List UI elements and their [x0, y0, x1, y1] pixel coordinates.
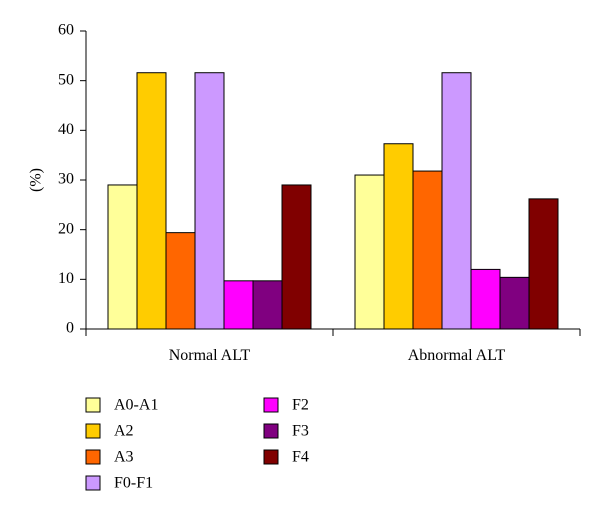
- legend-label: A2: [114, 423, 134, 440]
- bar-f2-1: [470, 268, 501, 330]
- legend-swatch-a3: [85, 449, 101, 465]
- x-category-label: Abnormal ALT: [408, 347, 506, 364]
- legend-label: F2: [292, 397, 309, 414]
- bar-f3-1: [499, 276, 530, 330]
- y-tick-label: 10: [58, 270, 74, 287]
- bar-f4-1: [528, 198, 559, 330]
- y-tick-label: 20: [58, 220, 74, 237]
- legend-label: F3: [292, 423, 309, 440]
- bar-f0-f1-0: [194, 72, 225, 330]
- legend-swatch-f3: [263, 423, 279, 439]
- legend-swatch-f4: [263, 449, 279, 465]
- bar-f0-f1-1: [441, 72, 472, 330]
- bar-f3-0: [252, 280, 283, 330]
- bar-a3-0: [165, 232, 196, 330]
- bar-f2-0: [223, 280, 254, 330]
- y-tick-label: 30: [58, 171, 74, 188]
- y-tick-label: 0: [66, 320, 74, 337]
- legend-label: F4: [292, 449, 309, 466]
- legend-swatch-a2: [85, 423, 101, 439]
- x-category-label: Normal ALT: [169, 347, 251, 364]
- bar-a3-1: [412, 170, 443, 330]
- y-tick-label: 60: [58, 22, 74, 39]
- y-tick-label: 40: [58, 121, 74, 138]
- bar-a0-a1-1: [354, 174, 385, 330]
- y-axis-label: (%): [28, 168, 45, 192]
- legend-label: A0-A1: [114, 397, 158, 414]
- legend-swatch-f2: [263, 397, 279, 413]
- legend-label: A3: [114, 449, 134, 466]
- legend-label: F0-F1: [114, 475, 153, 492]
- legend-swatch-a0-a1: [85, 397, 101, 413]
- legend-swatch-f0-f1: [85, 475, 101, 491]
- bar-a0-a1-0: [107, 184, 138, 330]
- bar-f4-0: [281, 184, 312, 330]
- y-tick-label: 50: [58, 71, 74, 88]
- bar-a2-0: [136, 72, 167, 330]
- bar-a2-1: [383, 143, 414, 330]
